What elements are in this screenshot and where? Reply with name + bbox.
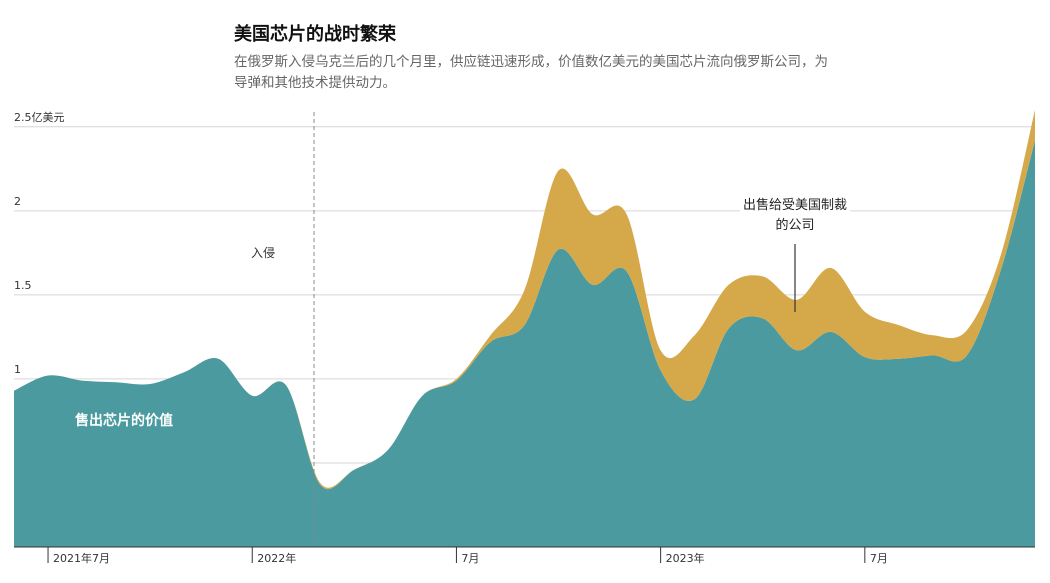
x-tick-label: 2023年 [666,551,705,565]
series-label: 出售给受美国制裁的公司 [740,196,850,236]
area [14,110,1035,490]
chart-subtitle: 在俄罗斯入侵乌克兰后的几个月里，供应链迅速形成，价值数亿美元的美国芯片流向俄罗斯… [234,54,828,91]
x-tick-label: 7月 [870,552,888,565]
chart-title: 美国芯片的战时繁荣 [234,24,396,45]
y-tick-label: 2 [14,195,21,208]
series-label: 售出芯片的价值 [75,413,173,429]
x-tick-label: 2021年7月 [53,551,110,565]
x-tick-label: 7月 [461,552,479,565]
annotation: 入侵 [251,246,276,260]
y-tick-label: 1 [14,363,21,376]
x-tick-label: 2022年 [257,551,296,565]
y-tick-label: 2.5亿美元 [14,111,65,124]
y-tick-label: 1.5 [14,279,32,292]
area [14,140,1035,547]
